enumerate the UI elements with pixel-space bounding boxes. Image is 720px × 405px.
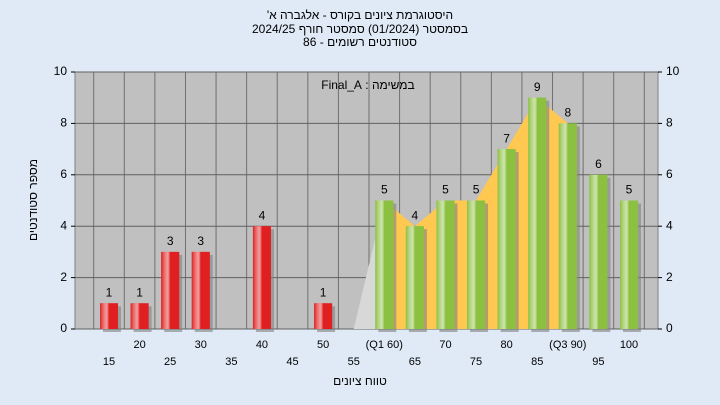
y2-tick-label: 8 bbox=[666, 116, 673, 130]
x-tick-label: 100 bbox=[620, 339, 638, 351]
value-label: 5 bbox=[473, 183, 480, 197]
y-tick-label: 0 bbox=[60, 321, 67, 335]
bar-shine bbox=[620, 200, 638, 329]
value-label: 1 bbox=[320, 285, 327, 299]
bar-shine bbox=[497, 149, 516, 329]
y2-tick-label: 2 bbox=[666, 270, 673, 284]
bar-shine bbox=[589, 174, 608, 329]
x-tick-label: 30 bbox=[195, 339, 207, 351]
annotation: במשימה : Final_A bbox=[321, 78, 414, 92]
x-tick-label: 50 bbox=[317, 339, 329, 351]
x-tick-label: 55 bbox=[348, 356, 360, 368]
y-tick-label: 8 bbox=[60, 116, 67, 130]
value-label: 5 bbox=[381, 183, 388, 197]
y-tick-label: 6 bbox=[60, 167, 67, 181]
value-label: 9 bbox=[534, 80, 541, 94]
x-tick-label: 70 bbox=[439, 339, 451, 351]
bar-shine bbox=[100, 303, 118, 329]
bar-shine bbox=[161, 251, 180, 329]
bar-shine bbox=[375, 200, 394, 329]
value-label: 7 bbox=[503, 131, 510, 145]
x-tick-label: 40 bbox=[256, 339, 268, 351]
y2-tick-label: 10 bbox=[666, 64, 680, 78]
value-label: 6 bbox=[595, 157, 602, 171]
y-axis-label: מספר סטודנטים bbox=[26, 159, 40, 241]
x-tick-label: 85 bbox=[531, 356, 543, 368]
x-tick-label: 95 bbox=[592, 356, 604, 368]
x-tick-label: 75 bbox=[470, 356, 482, 368]
chart-title: היסטוגרמת ציונים בקורס - אלגברה א' bbox=[267, 8, 453, 22]
y2-tick-label: 0 bbox=[666, 321, 673, 335]
value-label: 1 bbox=[106, 285, 113, 299]
chart-subtitle: בסמסטר (01/2024) סמסטר חורף 2024/25 bbox=[252, 22, 468, 36]
value-label: 1 bbox=[136, 285, 143, 299]
bar-shine bbox=[467, 200, 486, 329]
x-axis-label: טווח ציונים bbox=[333, 374, 387, 388]
bar-shine bbox=[191, 251, 210, 329]
x-tick-label: 25 bbox=[164, 356, 176, 368]
x-tick-label: 20 bbox=[133, 339, 145, 351]
bar-shine bbox=[314, 303, 333, 329]
x-tick-label: (Q3 90) bbox=[549, 339, 586, 351]
value-label: 3 bbox=[167, 234, 174, 248]
bar-shine bbox=[405, 226, 424, 329]
value-label: 8 bbox=[564, 106, 571, 120]
x-tick-label: 80 bbox=[501, 339, 513, 351]
value-label: 4 bbox=[259, 208, 266, 222]
x-tick-label: (Q1 60) bbox=[366, 339, 403, 351]
bar-shine bbox=[436, 200, 455, 329]
bar-shine bbox=[252, 226, 271, 329]
y2-tick-label: 6 bbox=[666, 167, 673, 181]
x-tick-label: 45 bbox=[286, 356, 298, 368]
value-label: 5 bbox=[442, 183, 449, 197]
y2-tick-label: 4 bbox=[666, 218, 673, 232]
value-label: 5 bbox=[626, 183, 633, 197]
y-tick-label: 10 bbox=[54, 64, 68, 78]
value-label: 3 bbox=[197, 234, 204, 248]
chart-subtitle: סטודנטים רשומים - 86 bbox=[303, 35, 417, 49]
x-tick-label: 65 bbox=[409, 356, 421, 368]
y-tick-label: 4 bbox=[60, 218, 67, 232]
bar-shine bbox=[130, 303, 149, 329]
value-label: 4 bbox=[412, 208, 419, 222]
y-tick-label: 2 bbox=[60, 270, 67, 284]
bar-shine bbox=[528, 97, 547, 329]
x-tick-label: 15 bbox=[103, 356, 115, 368]
x-tick-label: 35 bbox=[225, 356, 237, 368]
bar-shine bbox=[558, 123, 577, 330]
